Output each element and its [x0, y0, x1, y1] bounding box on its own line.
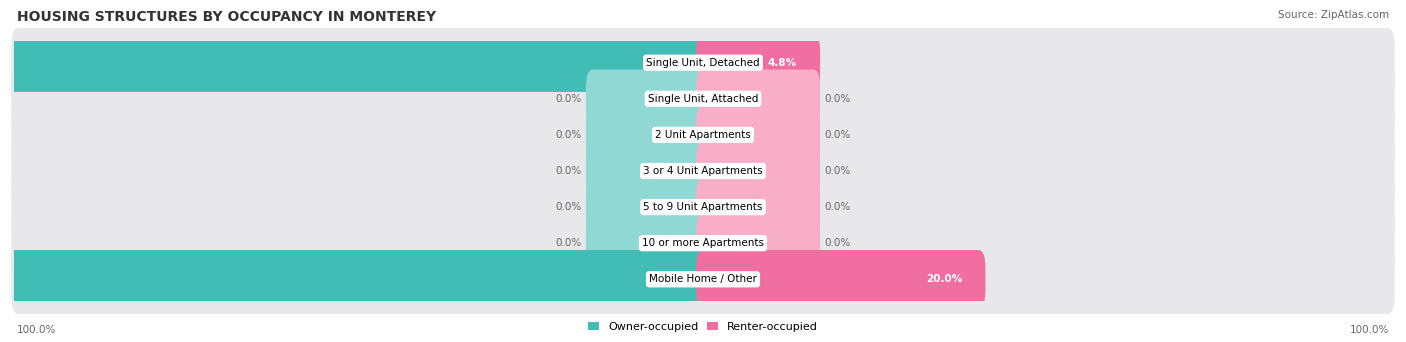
- Text: 100.0%: 100.0%: [1350, 325, 1389, 335]
- Text: 0.0%: 0.0%: [824, 94, 851, 104]
- FancyBboxPatch shape: [0, 250, 710, 308]
- Text: 10 or more Apartments: 10 or more Apartments: [643, 238, 763, 248]
- FancyBboxPatch shape: [696, 214, 820, 273]
- FancyBboxPatch shape: [696, 178, 820, 236]
- Text: 0.0%: 0.0%: [824, 130, 851, 140]
- Text: 3 or 4 Unit Apartments: 3 or 4 Unit Apartments: [643, 166, 763, 176]
- FancyBboxPatch shape: [0, 34, 710, 92]
- Text: 4.8%: 4.8%: [768, 58, 797, 68]
- Text: Single Unit, Attached: Single Unit, Attached: [648, 94, 758, 104]
- FancyBboxPatch shape: [11, 136, 1395, 206]
- Text: Single Unit, Detached: Single Unit, Detached: [647, 58, 759, 68]
- Text: 0.0%: 0.0%: [824, 166, 851, 176]
- FancyBboxPatch shape: [586, 69, 710, 128]
- FancyBboxPatch shape: [696, 142, 820, 200]
- FancyBboxPatch shape: [696, 34, 820, 92]
- FancyBboxPatch shape: [11, 172, 1395, 242]
- Legend: Owner-occupied, Renter-occupied: Owner-occupied, Renter-occupied: [583, 317, 823, 337]
- FancyBboxPatch shape: [11, 209, 1395, 278]
- FancyBboxPatch shape: [696, 69, 820, 128]
- FancyBboxPatch shape: [11, 100, 1395, 170]
- FancyBboxPatch shape: [696, 250, 986, 308]
- Text: 100.0%: 100.0%: [17, 325, 56, 335]
- Text: 0.0%: 0.0%: [555, 166, 582, 176]
- Text: 0.0%: 0.0%: [555, 202, 582, 212]
- FancyBboxPatch shape: [586, 214, 710, 273]
- FancyBboxPatch shape: [11, 28, 1395, 97]
- Text: HOUSING STRUCTURES BY OCCUPANCY IN MONTEREY: HOUSING STRUCTURES BY OCCUPANCY IN MONTE…: [17, 10, 436, 24]
- FancyBboxPatch shape: [11, 64, 1395, 133]
- Text: 2 Unit Apartments: 2 Unit Apartments: [655, 130, 751, 140]
- FancyBboxPatch shape: [696, 106, 820, 164]
- Text: Mobile Home / Other: Mobile Home / Other: [650, 274, 756, 284]
- Text: 0.0%: 0.0%: [555, 238, 582, 248]
- FancyBboxPatch shape: [586, 142, 710, 200]
- FancyBboxPatch shape: [11, 245, 1395, 314]
- FancyBboxPatch shape: [586, 178, 710, 236]
- Text: 0.0%: 0.0%: [824, 202, 851, 212]
- Text: Source: ZipAtlas.com: Source: ZipAtlas.com: [1278, 10, 1389, 20]
- FancyBboxPatch shape: [586, 106, 710, 164]
- Text: 20.0%: 20.0%: [925, 274, 962, 284]
- Text: 0.0%: 0.0%: [555, 130, 582, 140]
- Text: 5 to 9 Unit Apartments: 5 to 9 Unit Apartments: [644, 202, 762, 212]
- Text: 0.0%: 0.0%: [555, 94, 582, 104]
- Text: 0.0%: 0.0%: [824, 238, 851, 248]
